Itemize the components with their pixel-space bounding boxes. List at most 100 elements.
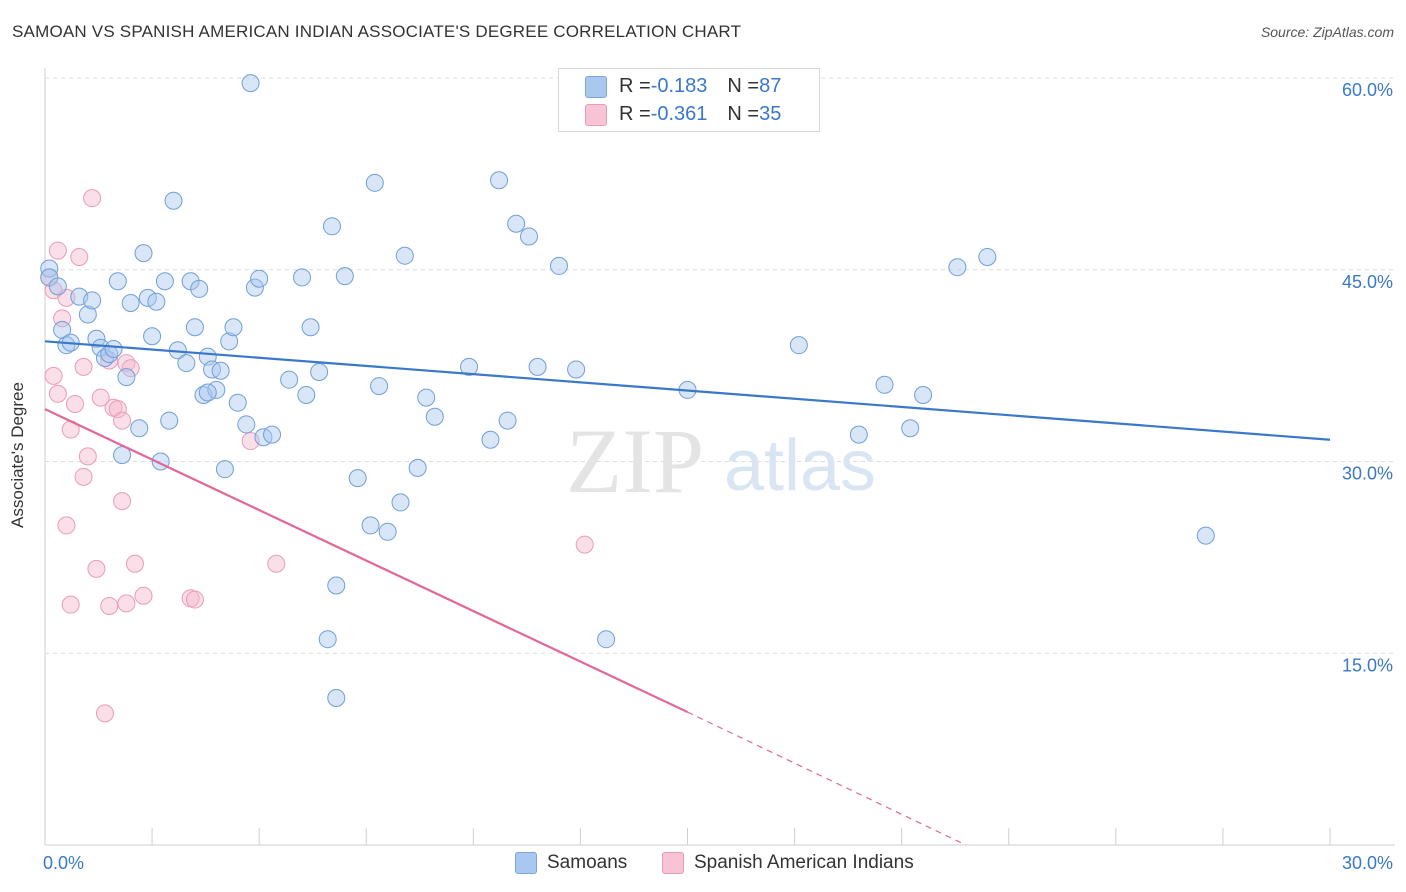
data-point-spanish [83,189,102,208]
data-point-samoans [597,630,616,649]
data-point-spanish [113,411,132,430]
data-point-spanish [78,447,97,466]
data-point-samoans [211,361,230,380]
y-axis-label: Associate's Degree [8,382,27,528]
tick-labels: 15.0% 30.0% 45.0% 60.0% 0.0% 30.0% [43,80,1393,873]
data-point-samoans [224,318,243,337]
data-point-spanish [57,516,76,535]
data-point-samoans [241,74,260,93]
data-point-samoans [948,258,967,277]
data-point-samoans [250,269,269,288]
data-point-samoans [155,272,174,291]
data-point-samoans [849,425,868,444]
data-point-spanish [121,359,140,378]
trendline-spanish [44,408,688,714]
data-point-samoans [293,268,311,287]
data-point-samoans [185,318,204,337]
legend-n-label: N = [727,75,760,97]
data-point-samoans [327,576,346,595]
trend-layer [44,340,1331,846]
data-point-samoans [528,357,547,376]
data-point-spanish [108,400,127,419]
data-point-spanish [117,594,136,613]
legend-n-value: 87 [759,75,782,97]
data-point-spanish [87,559,106,578]
legend-label-spanish: Spanish American Indians [694,852,914,873]
data-point-samoans [104,340,123,359]
data-point-samoans [87,329,106,348]
data-point-spanish [185,590,204,609]
data-point-spanish [70,247,89,266]
legend-r-value: -0.361 [650,103,708,125]
watermark: ZIP atlas [566,410,876,512]
data-point-spanish [575,535,594,554]
watermark-zip: ZIP [566,410,704,512]
data-point-samoans [130,419,149,438]
data-point-spanish [65,394,84,413]
data-point-samoans [108,272,127,291]
data-point-samoans [322,217,341,236]
y-tick-label: 45.0% [1342,272,1393,292]
data-point-samoans [198,383,217,402]
legend-swatch-spanish [662,852,684,874]
legend-swatch-pink [585,103,607,126]
data-point-spanish [125,554,144,573]
data-point-samoans [263,425,282,444]
data-point-samoans [48,277,67,296]
data-point-spanish [61,595,80,614]
watermark-atlas: atlas [724,426,876,506]
data-point-samoans [138,288,157,307]
grid-layer [45,77,1395,654]
data-point-samoans [417,388,436,407]
x-tick-label: 0.0% [43,853,84,873]
data-point-samoans [498,411,517,430]
trendline-spanish-extension [687,711,967,846]
legend-item-samoans[interactable]: Samoans [515,852,627,874]
data-point-spanish [95,704,114,723]
data-point-spanish [91,388,110,407]
x-tick-label: 30.0% [1342,853,1393,873]
data-point-samoans [481,430,500,449]
chart-title: SAMOAN VS SPANISH AMERICAN INDIAN ASSOCI… [12,22,742,41]
data-point-samoans [318,630,337,649]
data-point-samoans [297,386,316,405]
data-point-spanish [48,384,67,403]
series-samoans [40,74,1215,707]
data-point-samoans [365,173,384,192]
data-point-samoans [789,336,808,355]
data-point-samoans [121,293,140,312]
legend-swatch-blue [585,75,607,98]
data-point-samoans [215,460,234,479]
legend-r-label: R = [619,75,651,97]
data-point-samoans [190,279,209,298]
data-point-samoans [143,327,162,346]
data-point-samoans [1196,526,1215,545]
data-point-samoans [348,469,367,488]
data-point-samoans [280,370,299,389]
data-point-spanish [113,492,132,511]
data-point-spanish [134,586,153,605]
data-point-samoans [228,393,247,412]
legend-n-label: N = [727,103,760,125]
data-point-samoans [391,493,410,512]
data-point-spanish [74,467,93,486]
legend-item-spanish-american-indians[interactable]: Spanish American Indians [662,852,914,874]
chart-source: Source: ZipAtlas.com [1260,24,1394,40]
data-point-samoans [425,407,444,426]
legend-swatch-samoans [515,852,537,874]
data-point-samoans [301,318,320,337]
data-point-samoans [901,419,920,438]
data-point-spanish [44,366,63,385]
legend-r-value: -0.183 [650,75,708,97]
data-point-samoans [361,516,380,535]
data-point-samoans [875,375,894,394]
data-point-samoans [460,357,479,376]
data-point-samoans [550,256,568,275]
data-point-spanish [100,596,119,615]
data-point-samoans [520,227,539,246]
data-point-samoans [83,291,102,310]
legend-row-spanish: R = -0.361 N = 35 [585,103,781,126]
data-point-samoans [408,458,427,477]
axis-layer [44,68,1395,846]
